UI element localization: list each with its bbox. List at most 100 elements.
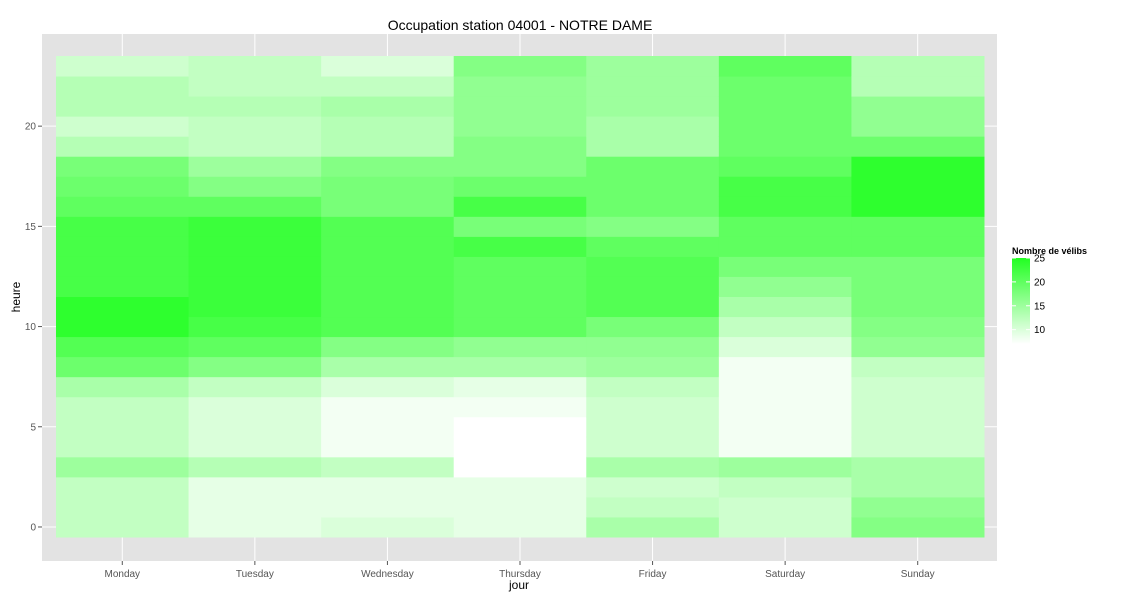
heatmap-cell-wednesday-h21 — [321, 96, 455, 117]
heatmap-cell-thursday-h4 — [453, 436, 587, 458]
heatmap-cell-thursday-h23 — [453, 56, 587, 77]
heatmap-cell-tuesday-h17 — [188, 176, 322, 197]
heatmap-cell-tuesday-h19 — [188, 136, 322, 157]
heatmap-cell-monday-h11 — [56, 296, 190, 318]
heatmap-cell-tuesday-h16 — [188, 196, 322, 217]
heatmap-cell-monday-h0 — [56, 516, 190, 538]
heatmap-cell-tuesday-h14 — [188, 236, 322, 257]
heatmap-cell-friday-h21 — [586, 96, 720, 117]
heatmap-cell-tuesday-h9 — [188, 336, 322, 358]
heatmap-cell-tuesday-h20 — [188, 116, 322, 137]
heatmap-cell-tuesday-h21 — [188, 96, 322, 117]
heatmap-cell-saturday-h6 — [718, 396, 852, 418]
heatmap-cell-saturday-h2 — [718, 476, 852, 498]
y-axis: 0 5 10 15 20 — [25, 122, 42, 533]
heatmap-cell-tuesday-h11 — [188, 296, 322, 318]
heatmap-cell-monday-h17 — [56, 176, 190, 197]
heatmap-cell-thursday-h14 — [453, 236, 587, 257]
y-tick-label-5: 5 — [30, 422, 36, 433]
heatmap-cell-friday-h2 — [586, 476, 720, 498]
heatmap-cell-tuesday-h15 — [188, 216, 322, 237]
heatmap-cell-monday-h15 — [56, 216, 190, 237]
heatmap-cell-wednesday-h4 — [321, 436, 455, 458]
heatmap-cell-saturday-h17 — [718, 176, 852, 197]
x-tick-label-friday: Friday — [639, 569, 667, 580]
heatmap-cell-saturday-h11 — [718, 296, 852, 318]
heatmap-cell-thursday-h13 — [453, 256, 587, 277]
heatmap-cell-wednesday-h16 — [321, 196, 455, 217]
heatmap-cell-friday-h3 — [586, 456, 720, 478]
x-tick-label-wednesday: Wednesday — [361, 569, 414, 580]
chart-title: Occupation station 04001 - NOTRE DAME — [388, 17, 653, 33]
heatmap-cell-tuesday-h13 — [188, 256, 322, 277]
heatmap-cell-thursday-h2 — [453, 476, 587, 498]
heatmap-cell-saturday-h13 — [718, 256, 852, 277]
heatmap-cell-sunday-h10 — [851, 316, 985, 338]
heatmap-cell-friday-h12 — [586, 276, 720, 297]
heatmap-cell-thursday-h6 — [453, 396, 587, 418]
heatmap-cell-thursday-h0 — [453, 516, 587, 538]
heatmap-cell-thursday-h21 — [453, 96, 587, 117]
heatmap-cell-saturday-h19 — [718, 136, 852, 157]
heatmap-cell-sunday-h16 — [851, 196, 985, 217]
heatmap-cell-wednesday-h15 — [321, 216, 455, 237]
heatmap-cell-thursday-h15 — [453, 216, 587, 237]
color-legend: Nombre de vélibs 25 20 15 10 — [1012, 246, 1087, 344]
heatmap-cell-monday-h3 — [56, 456, 190, 478]
heatmap-cell-friday-h1 — [586, 496, 720, 518]
heatmap-cell-tuesday-h5 — [188, 416, 322, 438]
x-tick-label-thursday: Thursday — [499, 569, 541, 580]
heatmap-cell-tuesday-h3 — [188, 456, 322, 478]
heatmap-cell-wednesday-h11 — [321, 296, 455, 318]
heatmap-cell-sunday-h21 — [851, 96, 985, 117]
heatmap-cell-thursday-h3 — [453, 456, 587, 478]
y-axis-label: heure — [9, 281, 23, 312]
legend-tick-label-25: 25 — [1034, 254, 1046, 265]
heatmap-cell-thursday-h12 — [453, 276, 587, 297]
heatmap-cell-thursday-h22 — [453, 76, 587, 97]
heatmap-cell-sunday-h17 — [851, 176, 985, 197]
x-tick-label-sunday: Sunday — [901, 569, 935, 580]
heatmap-cell-monday-h21 — [56, 96, 190, 117]
heatmap-cell-thursday-h8 — [453, 356, 587, 378]
heatmap-cell-sunday-h18 — [851, 156, 985, 177]
heatmap-cell-tuesday-h4 — [188, 436, 322, 458]
heatmap-cell-saturday-h7 — [718, 376, 852, 398]
x-axis: Monday Tuesday Wednesday Thursday Friday Satu… — [104, 561, 935, 580]
heatmap-cell-sunday-h14 — [851, 236, 985, 257]
x-axis-label: jour — [508, 578, 529, 592]
y-tick-label-10: 10 — [25, 322, 37, 333]
heatmap-cell-saturday-h4 — [718, 436, 852, 458]
heatmap-cell-wednesday-h13 — [321, 256, 455, 277]
heatmap-cell-monday-h13 — [56, 256, 190, 277]
heatmap-cell-friday-h0 — [586, 516, 720, 538]
heatmap-cell-thursday-h1 — [453, 496, 587, 518]
heatmap-cell-monday-h12 — [56, 276, 190, 297]
heatmap-cell-wednesday-h18 — [321, 156, 455, 177]
heatmap-cell-thursday-h9 — [453, 336, 587, 358]
heatmap-cell-friday-h16 — [586, 196, 720, 217]
heatmap-cell-friday-h5 — [586, 416, 720, 438]
heatmap-cell-sunday-h4 — [851, 436, 985, 458]
heatmap-cell-saturday-h3 — [718, 456, 852, 478]
heatmap-cell-sunday-h19 — [851, 136, 985, 157]
heatmap-cell-monday-h16 — [56, 196, 190, 217]
heatmap-cell-thursday-h18 — [453, 156, 587, 177]
heatmap-cell-sunday-h12 — [851, 276, 985, 297]
heatmap-cell-sunday-h15 — [851, 216, 985, 237]
heatmap-cell-friday-h22 — [586, 76, 720, 97]
heatmap-cell-monday-h5 — [56, 416, 190, 438]
heatmap-cell-wednesday-h23 — [321, 56, 455, 77]
heatmap-cell-friday-h6 — [586, 396, 720, 418]
heatmap-cell-saturday-h5 — [718, 416, 852, 438]
heatmap-cell-saturday-h14 — [718, 236, 852, 257]
heatmap-cell-wednesday-h3 — [321, 456, 455, 478]
heatmap-cell-sunday-h5 — [851, 416, 985, 438]
heatmap-cell-sunday-h13 — [851, 256, 985, 277]
heatmap-cell-thursday-h20 — [453, 116, 587, 137]
heatmap-cell-wednesday-h12 — [321, 276, 455, 297]
heatmap-cell-saturday-h18 — [718, 156, 852, 177]
heatmap-cell-saturday-h20 — [718, 116, 852, 137]
